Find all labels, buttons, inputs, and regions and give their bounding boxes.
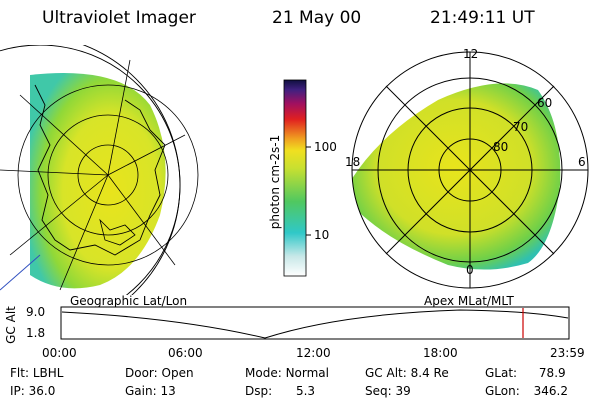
- coastline: [34, 84, 166, 256]
- mlt-label-6: 6: [578, 155, 586, 169]
- observation-date: 21 May 00: [272, 8, 362, 28]
- geographic-caption: Geographic Lat/Lon: [70, 294, 188, 308]
- time-tick-0600: 06:00: [168, 346, 203, 360]
- param-filter: Flt: LBHL: [10, 366, 64, 380]
- param-glon: GLon: 346.2: [485, 384, 568, 398]
- param-glat: GLat: 78.9: [485, 366, 566, 380]
- apex-caption: Apex MLat/MLT: [424, 294, 514, 308]
- mlt-label-0: 0: [466, 263, 474, 277]
- altitude-axis-title: GC Alt: [3, 306, 18, 344]
- time-tick-0000: 00:00: [42, 346, 77, 360]
- polar-mlt-plot: [351, 51, 589, 289]
- param-ip: IP: 36.0: [10, 384, 56, 398]
- observation-time: 21:49:11 UT: [430, 8, 535, 28]
- auroral-emission-region: [30, 73, 166, 289]
- mlt-label-12: 12: [463, 47, 479, 61]
- colorbar-unit-label: photon cm-2s-1: [268, 134, 282, 230]
- param-dsp: Dsp: 5.3: [245, 384, 316, 398]
- param-seq: Seq: 39: [365, 384, 411, 398]
- param-gc-alt: GC Alt: 8.4 Re: [365, 366, 449, 380]
- time-tick-1800: 18:00: [423, 346, 458, 360]
- time-tick-1200: 12:00: [296, 346, 331, 360]
- altitude-timeline: [60, 306, 570, 340]
- param-door: Door: Open: [125, 366, 194, 380]
- colorbar-tick-10: 10: [314, 228, 330, 242]
- mlt-label-18: 18: [345, 155, 361, 169]
- altitude-tick-9: 9.0: [26, 305, 46, 319]
- colorbar-tick-100: 100: [314, 140, 337, 154]
- auroral-oval: [352, 83, 561, 270]
- param-gain: Gain: 13: [125, 384, 176, 398]
- param-mode: Mode: Normal: [245, 366, 329, 380]
- geographic-globe-view: [0, 45, 199, 295]
- intensity-colorbar: [283, 79, 311, 277]
- time-tick-2359: 23:59: [550, 346, 585, 360]
- mlat-label-80: 80: [493, 140, 509, 154]
- instrument-title: Ultraviolet Imager: [42, 8, 196, 28]
- altitude-curve: [61, 309, 569, 339]
- mlat-label-70: 70: [513, 120, 529, 134]
- altitude-tick-1-8: 1.8: [26, 326, 46, 340]
- mlat-label-60: 60: [537, 96, 553, 110]
